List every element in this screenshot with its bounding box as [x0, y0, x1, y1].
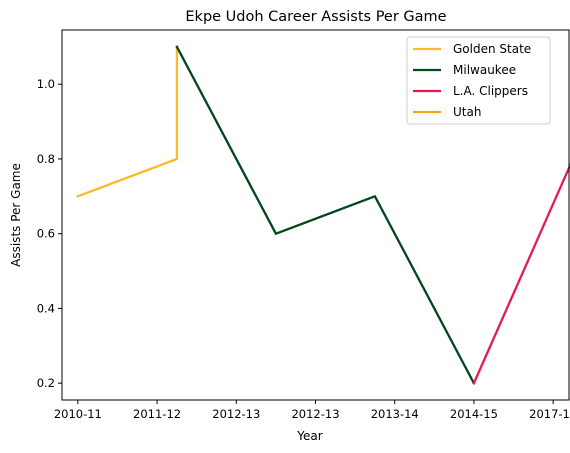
legend-label: Golden State [453, 42, 531, 56]
series-line-milwaukee [175, 45, 476, 385]
legend-item-milwaukee: Milwaukee [413, 63, 516, 77]
y-tick-label: 0.4 [37, 301, 55, 315]
x-tick-label: 2011-12 [133, 407, 181, 421]
x-tick-label: 2012-13 [212, 407, 260, 421]
y-tick-label: 0.8 [37, 152, 55, 166]
y-axis-label: Assists Per Game [9, 163, 23, 267]
y-tick-label: 1.0 [37, 77, 55, 91]
plot-lines [76, 45, 570, 385]
legend-item-l-a-clippers: L.A. Clippers [413, 84, 528, 98]
series-line-golden-state [76, 45, 179, 198]
x-tick-label: 2017-18 [529, 407, 570, 421]
x-tick-label: 2013-14 [371, 407, 419, 421]
x-axis-label: Year [296, 429, 322, 443]
x-axis-ticks: 2010-11 2011-12 2012-13 2012-13 2013-14 2014-… [54, 400, 570, 421]
y-axis-ticks: 0.2 0.4 0.6 0.8 1.0 [37, 77, 62, 390]
legend-label: L.A. Clippers [453, 84, 528, 98]
x-tick-label: 2010-11 [54, 407, 102, 421]
legend-item-golden-state: Golden State [413, 42, 531, 56]
chart-title: Ekpe Udoh Career Assists Per Game [185, 9, 446, 25]
legend: Golden State Milwaukee L.A. Clippers Utah [406, 36, 551, 125]
legend-label: Utah [453, 105, 481, 119]
series-line-l-a-clippers [472, 162, 570, 385]
x-tick-label: 2014-15 [450, 407, 498, 421]
y-tick-label: 0.2 [37, 376, 55, 390]
x-tick-label: 2012-13 [291, 407, 339, 421]
y-tick-label: 0.6 [37, 227, 55, 241]
legend-label: Milwaukee [453, 63, 516, 77]
legend-frame [406, 36, 551, 125]
legend-item-utah: Utah [413, 105, 481, 119]
